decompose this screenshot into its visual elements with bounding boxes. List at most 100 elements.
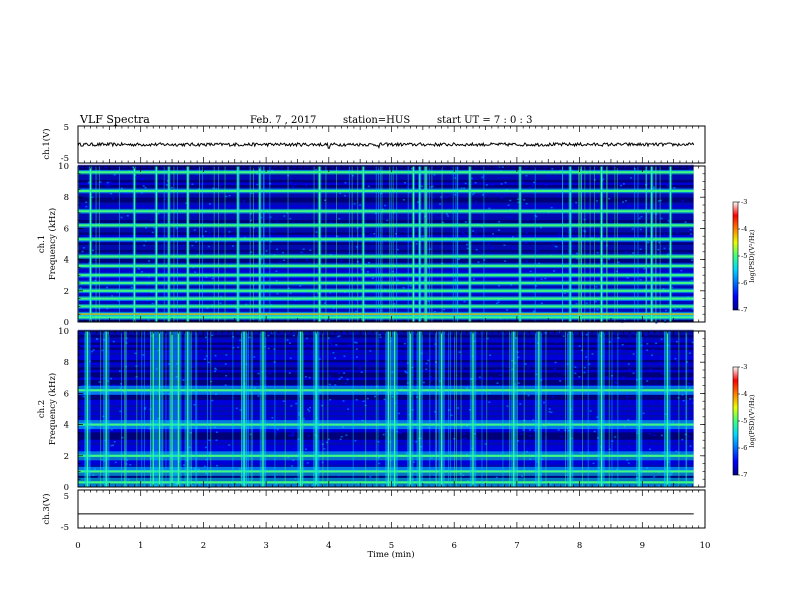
noise-speckle	[194, 271, 197, 273]
noise-speckle	[285, 353, 288, 355]
y-tick-label: 2	[64, 287, 69, 297]
noise-speckle	[378, 334, 381, 336]
sferic-minor	[441, 166, 443, 322]
noise-speckle	[116, 332, 119, 334]
noise-speckle	[585, 333, 588, 336]
noise-speckle	[295, 402, 298, 405]
noise-speckle	[430, 376, 433, 378]
ch3-waveform-ylabel: ch.3(V)	[41, 493, 52, 524]
noise-speckle	[593, 430, 596, 433]
sferic-minor	[322, 331, 324, 487]
sferic-minor	[250, 331, 252, 487]
noise-speckle	[644, 349, 647, 351]
noise-speckle	[422, 381, 425, 384]
sferic-minor	[201, 166, 203, 322]
noise-speckle	[247, 262, 250, 264]
noise-speckle	[122, 218, 125, 221]
noise-speckle	[142, 294, 145, 296]
noise-row	[78, 262, 694, 265]
noise-speckle	[419, 437, 422, 440]
noise-speckle	[189, 431, 192, 434]
noise-speckle	[187, 339, 190, 342]
noise-speckle	[439, 246, 442, 248]
noise-speckle	[622, 183, 625, 185]
noise-speckle	[606, 359, 609, 361]
sferic-minor	[638, 331, 640, 487]
noise-speckle	[671, 415, 674, 417]
noise-speckle	[635, 352, 638, 354]
noise-speckle	[689, 445, 692, 447]
noise-speckle	[646, 349, 649, 352]
noise-speckle	[205, 355, 208, 357]
noise-speckle	[580, 349, 583, 352]
noise-speckle	[562, 278, 565, 281]
noise-speckle	[554, 245, 557, 248]
noise-speckle	[296, 442, 299, 445]
noise-speckle	[274, 433, 277, 436]
noise-speckle	[339, 438, 342, 441]
sferic	[387, 331, 389, 487]
ch1-spectrogram-ylabel: ch.1	[37, 235, 47, 253]
noise-speckle	[427, 300, 430, 303]
noise-speckle	[682, 199, 685, 202]
noise-row	[78, 207, 694, 210]
noise-row	[78, 252, 694, 255]
sferic-minor	[645, 166, 647, 322]
noise-speckle	[342, 400, 345, 402]
noise-speckle	[170, 235, 173, 237]
noise-speckle	[646, 343, 649, 345]
noise-speckle	[97, 202, 100, 204]
noise-speckle	[655, 276, 658, 279]
noise-speckle	[405, 241, 408, 244]
colorbar-tick-label: -5	[741, 417, 747, 425]
noise-speckle	[614, 381, 617, 383]
noise-speckle	[667, 344, 670, 347]
noise-speckle	[578, 286, 581, 289]
sferic-minor	[224, 166, 226, 322]
noise-row	[78, 194, 694, 198]
noise-speckle	[462, 438, 465, 441]
noise-speckle	[363, 338, 366, 341]
noise-speckle	[514, 461, 517, 464]
noise-speckle	[643, 354, 646, 357]
noise-speckle	[458, 351, 461, 353]
noise-row	[78, 244, 694, 248]
noise-speckle	[594, 197, 597, 199]
noise-speckle	[329, 235, 332, 238]
noise-speckle	[269, 216, 272, 218]
noise-speckle	[380, 192, 383, 195]
noise-speckle	[628, 464, 631, 467]
emission-band	[78, 255, 694, 258]
noise-speckle	[575, 201, 578, 204]
noise-speckle	[598, 373, 601, 375]
sferic-minor	[136, 331, 138, 487]
noise-speckle	[383, 398, 386, 401]
noise-speckle	[92, 448, 95, 450]
noise-speckle	[475, 232, 478, 234]
x-tick-label: 4	[326, 541, 331, 551]
noise-speckle	[239, 212, 242, 215]
noise-speckle	[337, 335, 340, 338]
noise-speckle	[357, 417, 360, 420]
noise-speckle	[370, 345, 373, 347]
noise-speckle	[386, 219, 389, 222]
noise-speckle	[662, 373, 665, 375]
noise-speckle	[273, 194, 276, 196]
noise-speckle	[332, 352, 335, 354]
noise-speckle	[401, 419, 404, 421]
noise-speckle	[322, 195, 325, 197]
noise-speckle	[150, 364, 153, 366]
noise-speckle	[427, 359, 430, 362]
noise-speckle	[529, 186, 532, 189]
noise-speckle	[100, 374, 103, 377]
sferic-minor	[655, 166, 657, 322]
noise-speckle	[638, 217, 641, 220]
noise-speckle	[511, 359, 514, 362]
noise-row	[78, 277, 694, 280]
noise-speckle	[164, 198, 167, 201]
noise-speckle	[317, 197, 320, 199]
noise-speckle	[511, 246, 514, 248]
sferic-minor	[455, 166, 457, 322]
noise-speckle	[604, 413, 607, 416]
y-tick-label: 10	[58, 162, 69, 172]
